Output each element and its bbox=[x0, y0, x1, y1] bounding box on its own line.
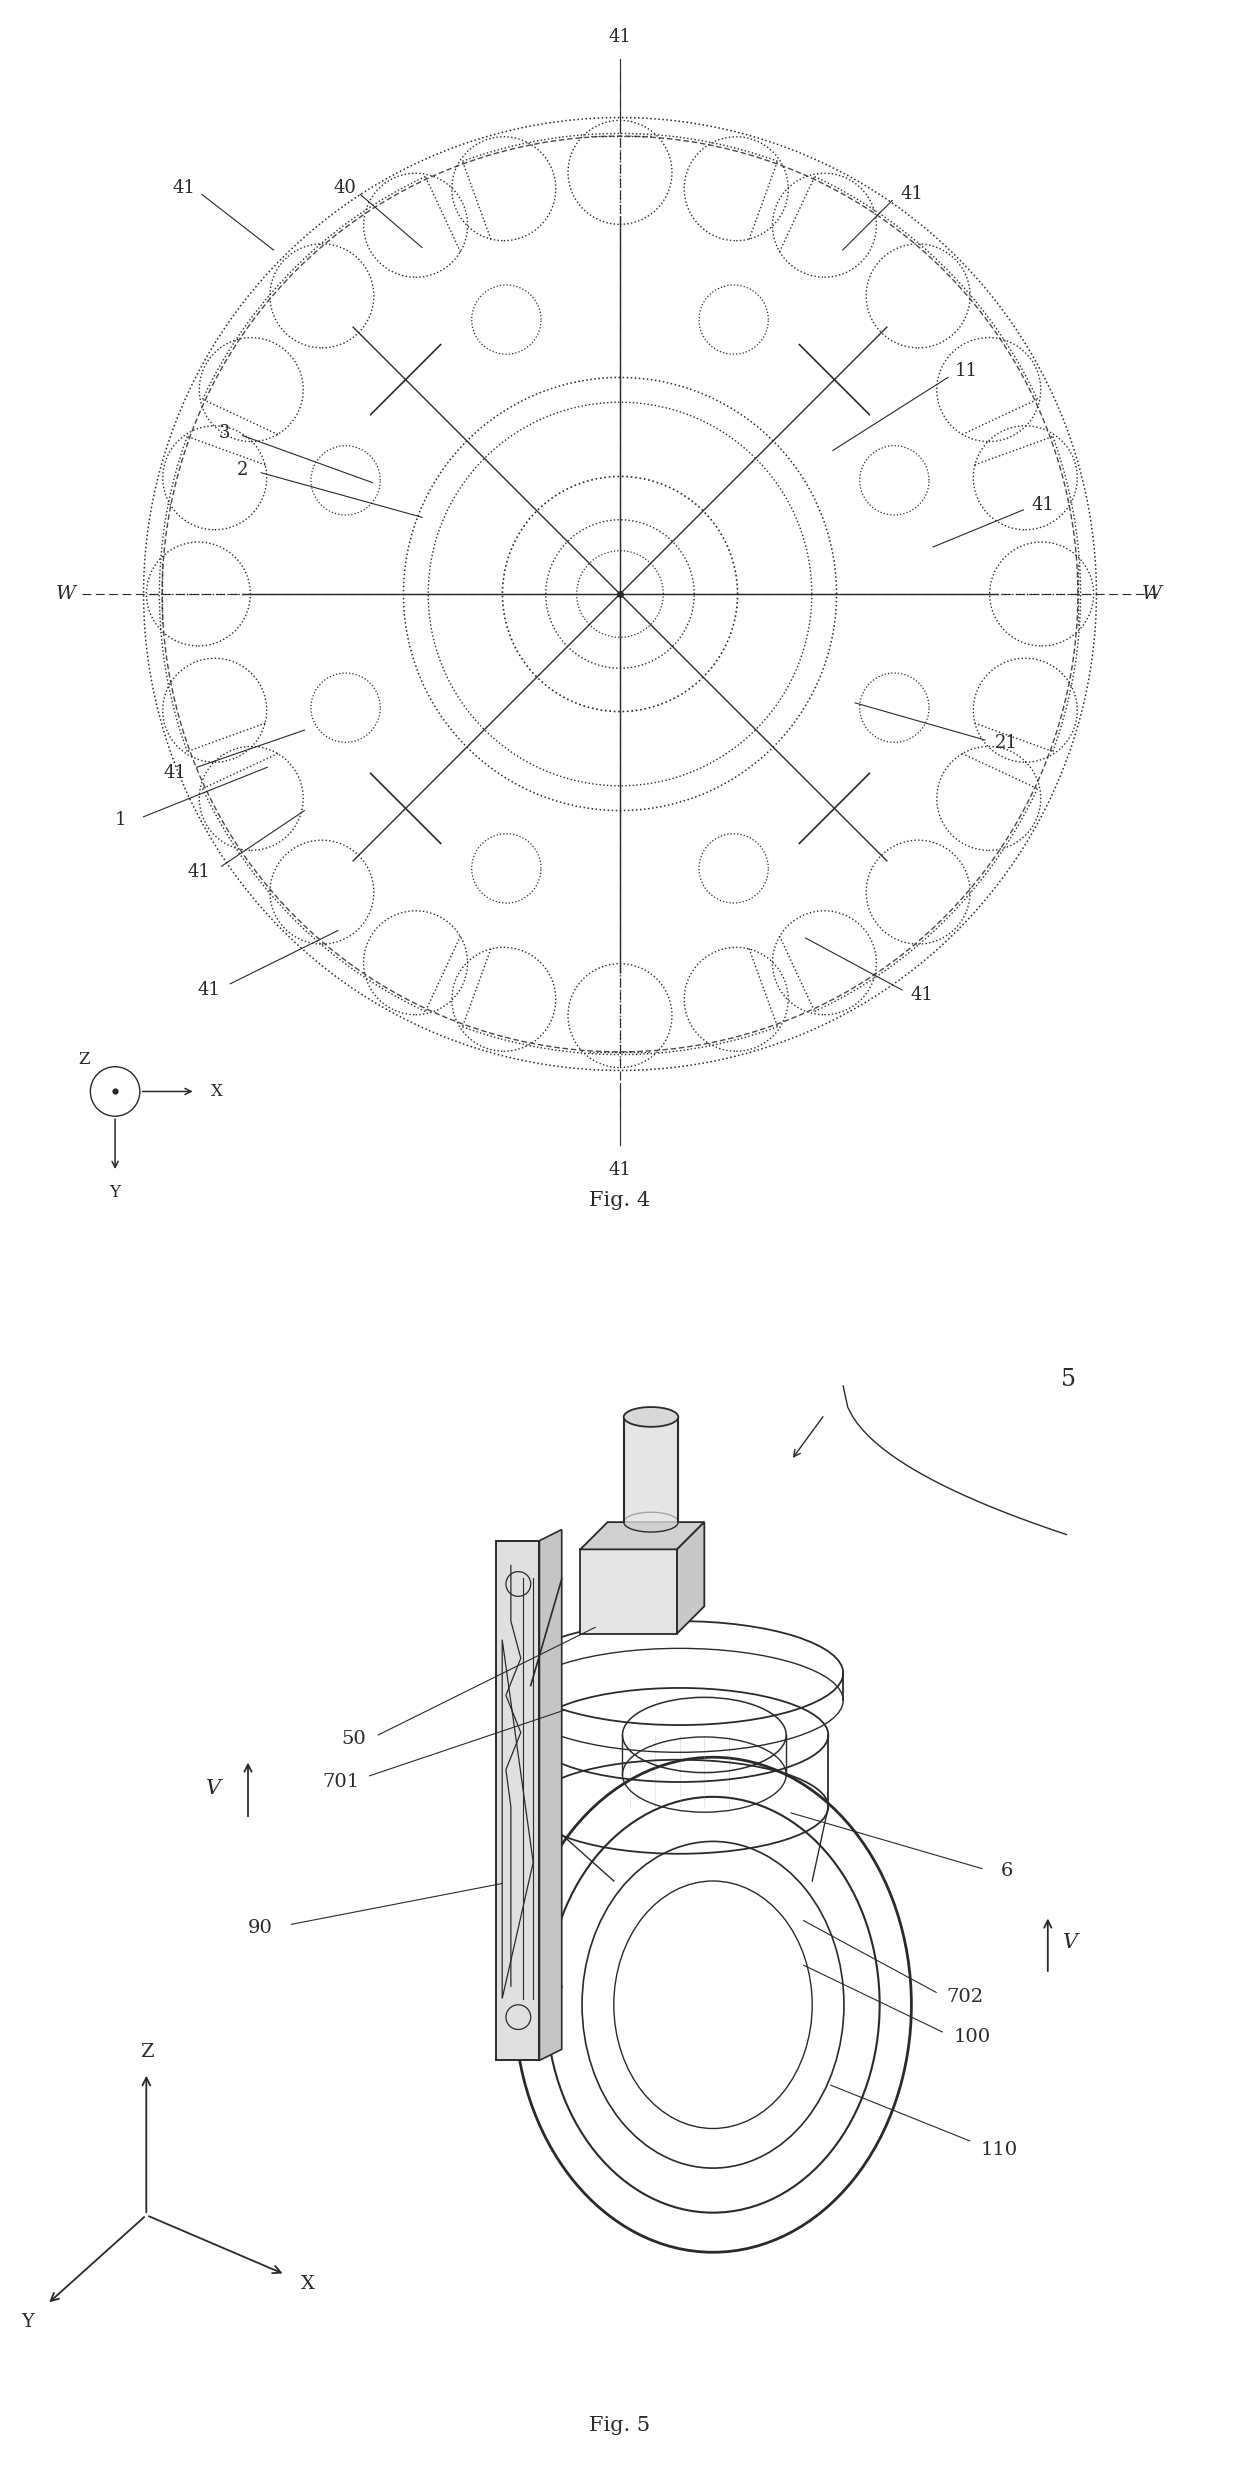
Text: 41: 41 bbox=[609, 1161, 631, 1178]
Text: X: X bbox=[300, 2275, 315, 2294]
Text: Fig. 4: Fig. 4 bbox=[589, 1190, 651, 1210]
Text: Z: Z bbox=[78, 1052, 91, 1067]
Text: 701: 701 bbox=[322, 1772, 360, 1792]
Polygon shape bbox=[539, 1530, 562, 2059]
Text: V: V bbox=[1063, 1933, 1078, 1953]
Text: Y: Y bbox=[21, 2312, 33, 2331]
Text: Fig. 5: Fig. 5 bbox=[589, 2416, 651, 2435]
Bar bbox=[580, 1549, 677, 1634]
Text: X: X bbox=[211, 1084, 222, 1099]
Text: 11: 11 bbox=[955, 361, 978, 381]
Text: 41: 41 bbox=[187, 864, 211, 881]
Text: 41: 41 bbox=[164, 765, 186, 782]
Text: 41: 41 bbox=[197, 980, 221, 1000]
Text: 21: 21 bbox=[994, 733, 1018, 752]
Text: V: V bbox=[206, 1780, 221, 1797]
Text: 40: 40 bbox=[334, 178, 357, 198]
Text: 2: 2 bbox=[237, 460, 248, 480]
Text: Y: Y bbox=[109, 1186, 120, 1200]
Text: 41: 41 bbox=[609, 27, 631, 47]
Polygon shape bbox=[677, 1522, 704, 1634]
Text: 50: 50 bbox=[341, 1730, 366, 1747]
Text: 702: 702 bbox=[946, 1987, 983, 2007]
Text: W: W bbox=[1142, 584, 1162, 604]
Text: 41: 41 bbox=[172, 178, 196, 198]
Text: 41: 41 bbox=[1032, 495, 1055, 515]
Text: 6: 6 bbox=[1001, 1861, 1013, 1881]
Text: Z: Z bbox=[140, 2042, 153, 2062]
Text: 5: 5 bbox=[1061, 1369, 1076, 1391]
Text: 3: 3 bbox=[218, 423, 229, 443]
Text: 90: 90 bbox=[248, 1918, 273, 1938]
Text: 110: 110 bbox=[981, 2141, 1018, 2158]
Ellipse shape bbox=[624, 1406, 678, 1426]
Text: 1: 1 bbox=[114, 812, 125, 829]
Polygon shape bbox=[496, 1539, 539, 2059]
Text: W: W bbox=[56, 584, 76, 604]
Text: 41: 41 bbox=[900, 186, 924, 203]
Text: 41: 41 bbox=[910, 985, 934, 1005]
Polygon shape bbox=[580, 1522, 704, 1549]
Text: 100: 100 bbox=[954, 2027, 991, 2047]
